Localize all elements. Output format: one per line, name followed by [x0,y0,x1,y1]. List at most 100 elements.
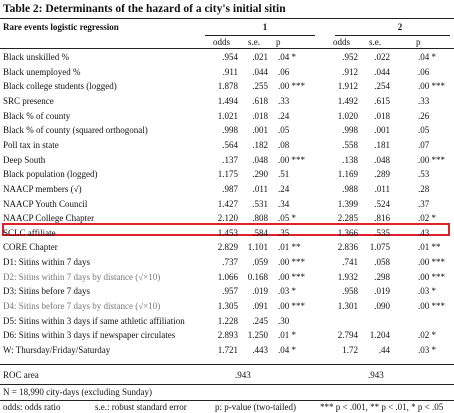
cell: .08 [278,139,290,150]
row-highlight [2,223,450,236]
column-header: odds [212,37,230,47]
rule [0,48,454,49]
cell: .00 *** [418,154,445,165]
cell: .001 [374,125,390,136]
rule [0,384,454,385]
rule [0,364,454,365]
cell: .290 [252,169,268,180]
cell: .737 [222,257,238,268]
cell: .018 [374,110,390,121]
cell: .022 [374,52,390,62]
cell: 1.066 [217,271,238,282]
cell: .01 ** [418,242,441,253]
cell: .289 [374,169,390,180]
cell: .535 [374,227,390,238]
cell: .00 *** [418,257,445,268]
row-label: W: Thursday/Friday/Saturday [3,345,111,355]
cell: .04 * [278,345,296,355]
cell: 1.912 [337,81,358,92]
note-legend: odds: odds ratio [3,402,61,412]
cell: .011 [252,183,268,194]
cell: .001 [252,125,268,136]
cell: .090 [374,301,390,312]
cell: .011 [374,183,390,194]
row-label: CORE Chapter [3,242,58,253]
cell: .04 * [418,52,436,62]
row-label: Poll tax in state [3,139,59,150]
row-label: D1: Sitins within 7 days [3,257,91,268]
cell: .24 [278,183,290,194]
cell: 1.721 [217,345,238,355]
row-label: Black college students (logged) [3,81,117,92]
cell: .53 [418,169,430,180]
cell: .954 [222,52,238,62]
cell: .584 [252,227,268,238]
cell: .255 [252,81,268,92]
roc-label: ROC area [3,370,39,380]
row-label: SCLC affiliate [3,227,56,238]
cell: .00 *** [418,81,445,92]
cell: 1.021 [217,110,238,121]
column-header: p [276,37,281,47]
row-label: Black % of county [3,110,71,121]
cell: .524 [374,198,390,209]
cell: 1.075 [369,242,390,253]
column-header: p [416,37,421,47]
cell: 2.836 [337,242,358,253]
cell: .07 [418,139,430,150]
model-label: Rare events logistic regression [3,22,119,32]
cell: .019 [374,286,390,297]
rule [335,35,450,36]
cell: .987 [222,183,238,194]
cell: 2.794 [337,330,358,341]
cell: .28 [418,183,430,194]
cell: .048 [252,154,268,165]
row-label: SRC presence [3,95,54,106]
cell: .30 [278,315,290,326]
table-title: Table 2: Determinants of the hazard of a… [3,3,286,15]
rule [0,400,454,401]
cell: .558 [342,139,358,150]
cell: .059 [252,257,268,268]
model-header: 1 [262,22,268,32]
cell: .03 * [278,286,296,297]
cell: 1.020 [337,110,358,121]
row-label: NAACP Youth Council [3,198,88,209]
cell: .00 *** [418,301,445,312]
cell: .564 [222,139,238,150]
note-legend: p: p-value (two-tailed) [215,402,296,412]
cell: .958 [342,286,358,297]
cell: .34 [278,198,290,209]
cell: .44 [378,345,390,355]
cell: .138 [342,154,358,165]
cell: .018 [252,110,268,121]
cell: .01 ** [278,242,301,253]
cell: 1.175 [217,169,238,180]
cell: .24 [278,110,290,121]
note-legend: *** p < .001, ** p < .01, * p < .05 [320,402,444,412]
row-label: D4: Sitins before 7 days by distance (√×… [3,301,161,312]
cell: 1.250 [247,330,268,341]
row-label: Deep South [3,154,46,165]
cell: .021 [252,52,268,62]
rule [205,35,315,36]
cell: .044 [252,66,268,77]
cell: 0.168 [247,271,268,282]
column-header: s.e. [248,37,260,47]
cell: .245 [252,315,268,326]
row-label: Black unemployed % [3,66,81,77]
roc-value: .943 [368,370,384,380]
cell: .181 [374,139,390,150]
cell: .019 [252,286,268,297]
cell: .998 [222,125,238,136]
cell: 1.427 [217,198,238,209]
cell: .048 [374,154,390,165]
cell: 1.204 [369,330,390,341]
cell: 1.72 [342,345,358,355]
model-header: 2 [397,22,403,32]
roc-value: .943 [235,370,251,380]
cell: .531 [252,198,268,209]
cell: .912 [342,66,358,77]
cell: .998 [342,125,358,136]
